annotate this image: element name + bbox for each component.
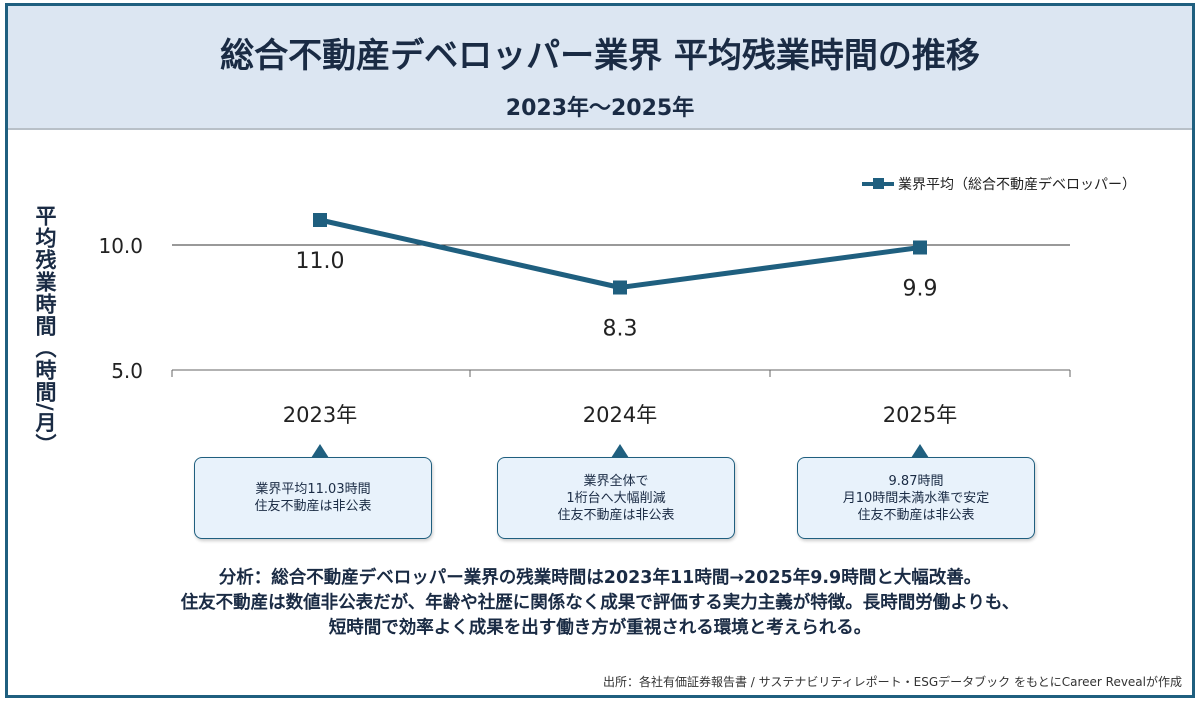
y-axis-label: 平均残業時間（時間/月）	[33, 205, 57, 456]
x-tick-label: 2023年	[283, 403, 357, 427]
callout-pointer	[311, 444, 329, 458]
analysis-line: 短時間で効率よく成果を出す働き方が重視される環境と考えられる。	[328, 618, 872, 638]
data-label: 8.3	[603, 317, 638, 342]
data-point	[313, 213, 327, 227]
header: 総合不動産デベロッパー業界 平均残業時間の推移 2023年〜2025年	[8, 6, 1192, 130]
page-subtitle: 2023年〜2025年	[505, 96, 695, 121]
legend-swatch	[862, 178, 894, 189]
analysis-text: 分析：総合不動産デベロッパー業界の残業時間は2023年11時間→2025年9.9…	[0, 566, 1200, 641]
y-tick-label: 5.0	[111, 359, 143, 383]
legend-label: 業界平均（総合不動産デベロッパー）	[898, 177, 1136, 193]
callout-2023: 業界平均11.03時間 住友不動産は非公表	[194, 457, 432, 539]
callout-pointer	[911, 444, 929, 458]
x-tick-label: 2025年	[883, 403, 957, 427]
callout-pointer	[611, 444, 629, 458]
callout-2024: 業界全体で 1桁台へ大幅削減 住友不動産は非公表	[497, 457, 735, 539]
data-point	[613, 280, 627, 295]
data-label: 11.0	[296, 249, 345, 274]
data-point	[913, 240, 927, 255]
x-tick-label: 2024年	[583, 403, 657, 427]
analysis-line: 住友不動産は数値非公表だが、年齢や社歴に関係なく成果で評価する実力主義が特徴。長…	[180, 593, 1020, 613]
analysis-line: 分析：総合不動産デベロッパー業界の残業時間は2023年11時間→2025年9.9…	[218, 568, 982, 588]
infographic-frame: 総合不動産デベロッパー業界 平均残業時間の推移 2023年〜2025年	[5, 3, 1195, 698]
series-line	[319, 217, 921, 290]
data-label: 9.9	[903, 277, 938, 302]
source-note: 出所：各社有価証券報告書 / サステナビリティレポート・ESGデータブック をも…	[602, 675, 1182, 689]
legend: 業界平均（総合不動産デベロッパー）	[862, 174, 1136, 194]
page-title: 総合不動産デベロッパー業界 平均残業時間の推移	[220, 36, 980, 76]
callout-2025: 9.87時間 月10時間未満水準で安定 住友不動産は非公表	[797, 457, 1035, 539]
y-tick-label: 10.0	[98, 234, 143, 258]
